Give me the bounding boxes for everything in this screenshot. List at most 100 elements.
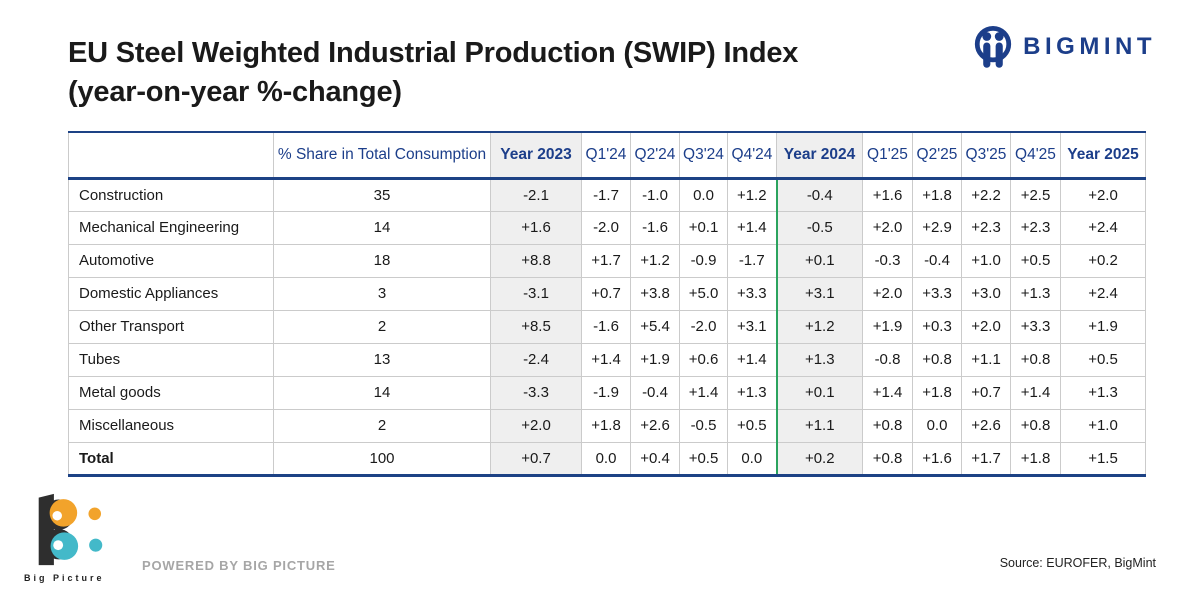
share-cell: 13: [273, 342, 491, 377]
value-cell: +2.0: [1060, 177, 1146, 212]
value-cell: +1.4: [862, 375, 913, 410]
value-cell: +0.8: [862, 441, 913, 477]
value-cell: -1.9: [581, 375, 631, 410]
column-header: Q3'24: [679, 131, 728, 180]
value-cell: +8.8: [490, 243, 582, 278]
value-cell: -1.0: [630, 177, 680, 212]
table-row: Miscellaneous 2 +2.0 +1.8 +2.6 -0.5 +0.5 +1.1 +0…: [68, 408, 1146, 443]
value-cell: +1.1: [775, 408, 863, 443]
table-row: Other Transport 2 +8.5 -1.6 +5.4 -2.0 +3.1 +1.2…: [68, 309, 1146, 344]
value-cell: -0.4: [912, 243, 962, 278]
value-cell: +1.6: [490, 210, 582, 245]
value-cell: -2.0: [581, 210, 631, 245]
value-cell: +0.7: [490, 441, 582, 477]
value-cell: +2.0: [490, 408, 582, 443]
column-header: Year 2023: [490, 131, 582, 180]
value-cell: +2.0: [862, 276, 913, 311]
row-label-cell: Miscellaneous: [68, 408, 274, 443]
value-cell: 0.0: [727, 441, 777, 477]
value-cell: +2.6: [630, 408, 680, 443]
table-row: Automotive 18 +8.8 +1.7 +1.2 -0.9 -1.7 +0.1 -0.3…: [68, 243, 1146, 278]
value-cell: +0.5: [1060, 342, 1146, 377]
value-cell: 0.0: [912, 408, 962, 443]
row-label-cell: Construction: [68, 177, 274, 212]
column-header: Q1'24: [581, 131, 631, 180]
value-cell: +1.6: [862, 177, 913, 212]
table-row: Metal goods 14 -3.3 -1.9 -0.4 +1.4 +1.3 +0.1 +1.…: [68, 375, 1146, 410]
swip-index-table: % Share in Total Consumption Year 2023 Q1'…: [68, 131, 1146, 477]
value-cell: +2.4: [1060, 276, 1146, 311]
share-cell: 14: [273, 375, 491, 410]
value-cell: +2.9: [912, 210, 962, 245]
bigmint-logo: BIGMINT: [972, 24, 1156, 70]
value-cell: +0.6: [679, 342, 728, 377]
value-cell: +1.2: [775, 309, 863, 344]
value-cell: +1.7: [961, 441, 1011, 477]
value-cell: -0.4: [630, 375, 680, 410]
column-header: Q2'25: [912, 131, 962, 180]
value-cell: +1.1: [961, 342, 1011, 377]
value-cell: +2.5: [1010, 177, 1061, 212]
row-label-cell: Automotive: [68, 243, 274, 278]
row-label-cell: Tubes: [68, 342, 274, 377]
value-cell: +0.5: [1010, 243, 1061, 278]
value-cell: +1.3: [1010, 276, 1061, 311]
value-cell: +0.8: [1010, 408, 1061, 443]
bigmint-people-icon: [975, 26, 1012, 68]
value-cell: -0.4: [775, 177, 863, 212]
column-header: Year 2025: [1060, 131, 1146, 180]
row-label-cell: Domestic Appliances: [68, 276, 274, 311]
value-cell: +0.1: [775, 243, 863, 278]
value-cell: +0.2: [775, 441, 863, 477]
source-note: Source: EUROFER, BigMint: [999, 556, 1156, 570]
share-cell: 2: [273, 408, 491, 443]
value-cell: +1.7: [581, 243, 631, 278]
value-cell: -0.9: [679, 243, 728, 278]
table-row: Domestic Appliances 3 -3.1 +0.7 +3.8 +5.0 +3.3…: [68, 276, 1146, 311]
value-cell: +3.8: [630, 276, 680, 311]
share-cell: 35: [273, 177, 491, 212]
column-header: Q2'24: [630, 131, 680, 180]
value-cell: +1.4: [581, 342, 631, 377]
table-header-row: % Share in Total Consumption Year 2023 Q1'…: [68, 131, 1146, 180]
value-cell: -2.0: [679, 309, 728, 344]
table-row: Construction 35 -2.1 -1.7 -1.0 0.0 +1.2 -0.4 +1.…: [68, 177, 1146, 212]
value-cell: +1.8: [912, 375, 962, 410]
share-cell: 14: [273, 210, 491, 245]
value-cell: +0.1: [775, 375, 863, 410]
table-row: Total 100 +0.7 0.0 +0.4 +0.5 0.0 +0.2 +0.8 +1.6 +1…: [68, 441, 1146, 477]
value-cell: -1.6: [630, 210, 680, 245]
value-cell: +1.3: [727, 375, 777, 410]
row-label-cell: Total: [68, 441, 274, 477]
value-cell: +0.4: [630, 441, 680, 477]
value-cell: -1.7: [727, 243, 777, 278]
value-cell: +1.3: [775, 342, 863, 377]
value-cell: +0.1: [679, 210, 728, 245]
value-cell: +0.8: [912, 342, 962, 377]
value-cell: +0.8: [1010, 342, 1061, 377]
value-cell: +0.7: [961, 375, 1011, 410]
table-body: Construction 35 -2.1 -1.7 -1.0 0.0 +1.2 -0.4 +1.…: [68, 177, 1146, 477]
value-cell: +1.0: [1060, 408, 1146, 443]
value-cell: +3.3: [912, 276, 962, 311]
row-label-cell: Mechanical Engineering: [68, 210, 274, 245]
value-cell: +1.4: [1010, 375, 1061, 410]
value-cell: +1.0: [961, 243, 1011, 278]
value-cell: +1.9: [630, 342, 680, 377]
big-picture-icon: [38, 493, 103, 566]
value-cell: +1.9: [1060, 309, 1146, 344]
value-cell: +5.4: [630, 309, 680, 344]
value-cell: +0.3: [912, 309, 962, 344]
value-cell: +1.5: [1060, 441, 1146, 477]
share-cell: 18: [273, 243, 491, 278]
page-title: EU Steel Weighted Industrial Production …: [68, 34, 798, 112]
value-cell: -3.3: [490, 375, 582, 410]
value-cell: +1.8: [912, 177, 962, 212]
value-cell: -0.5: [679, 408, 728, 443]
table-row: Mechanical Engineering 14 +1.6 -2.0 -1.6 +0.1…: [68, 210, 1146, 245]
column-header: Q3'25: [961, 131, 1011, 180]
column-header: Q4'25: [1010, 131, 1061, 180]
value-cell: +1.8: [581, 408, 631, 443]
value-cell: +2.2: [961, 177, 1011, 212]
value-cell: +1.8: [1010, 441, 1061, 477]
